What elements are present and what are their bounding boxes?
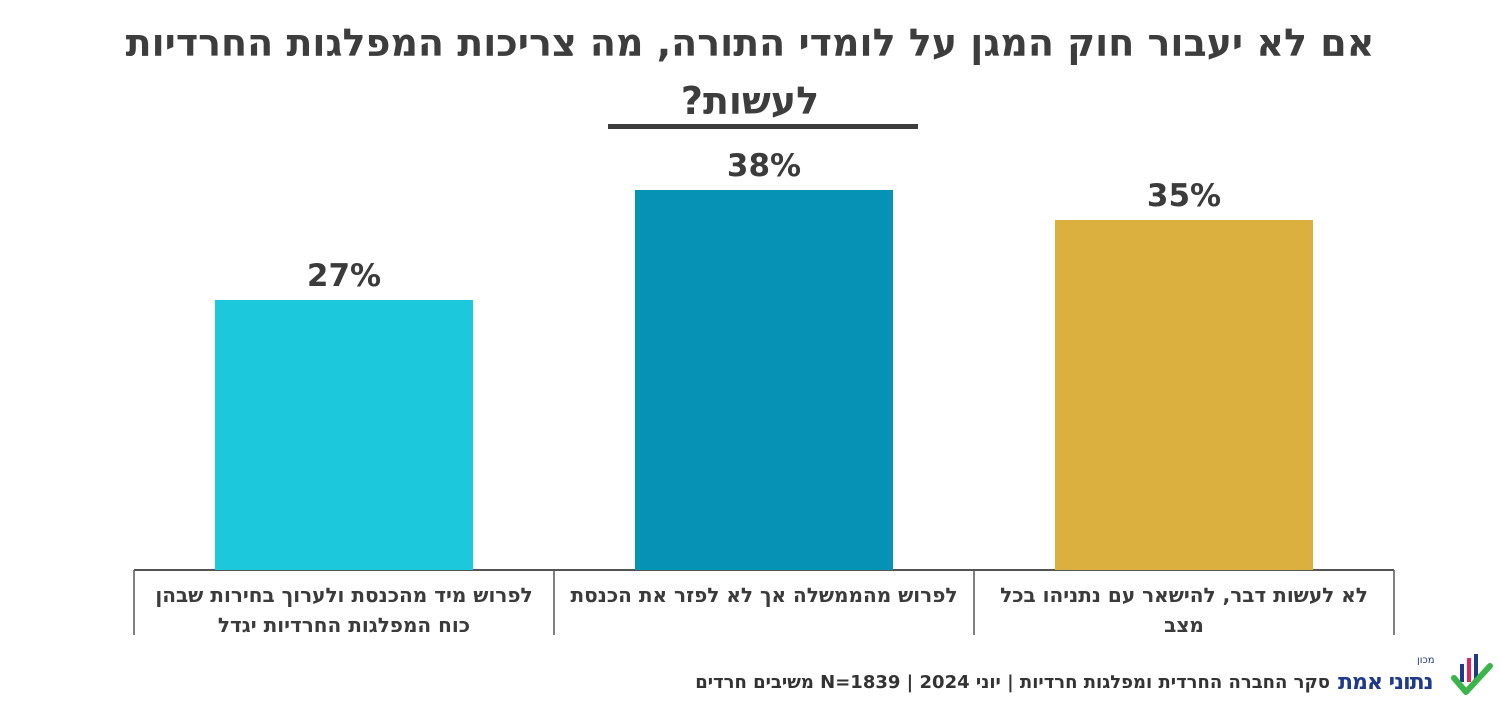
logo-name: נתוני אמת bbox=[1338, 670, 1434, 695]
category-label-2: לפרוש מהממשלה אך לא לפזר את הכנסת bbox=[570, 583, 958, 607]
brand-logo bbox=[1451, 654, 1493, 695]
logo-prefix: מכון bbox=[1417, 655, 1435, 666]
category-label-1: לפרוש מיד מהכנסת ולערוך בחירות שבהן כוח … bbox=[155, 583, 533, 637]
bar-value-label-1: 27% bbox=[307, 258, 381, 294]
bar-1 bbox=[215, 300, 473, 570]
logo-bar-1 bbox=[1460, 664, 1464, 682]
source-note: סקר החברה החרדית ומפלגות חרדיות | יוני 2… bbox=[695, 672, 1330, 693]
check-icon bbox=[1451, 663, 1493, 695]
logo-bar-2 bbox=[1467, 658, 1471, 682]
bar-value-label-3: 35% bbox=[1147, 178, 1221, 214]
bar-3 bbox=[1055, 220, 1313, 570]
bar-2 bbox=[635, 190, 893, 570]
bar-value-label-2: 38% bbox=[727, 148, 801, 184]
title-underline bbox=[608, 124, 918, 129]
chart-title: אם לא יעבור חוק המגן על לומדי התורה, מה … bbox=[125, 21, 1375, 123]
logo-bar-3 bbox=[1474, 654, 1478, 682]
category-label-3: לא לעשות דבר, להישאר עם נתניהו בכל מצב bbox=[1000, 583, 1368, 637]
